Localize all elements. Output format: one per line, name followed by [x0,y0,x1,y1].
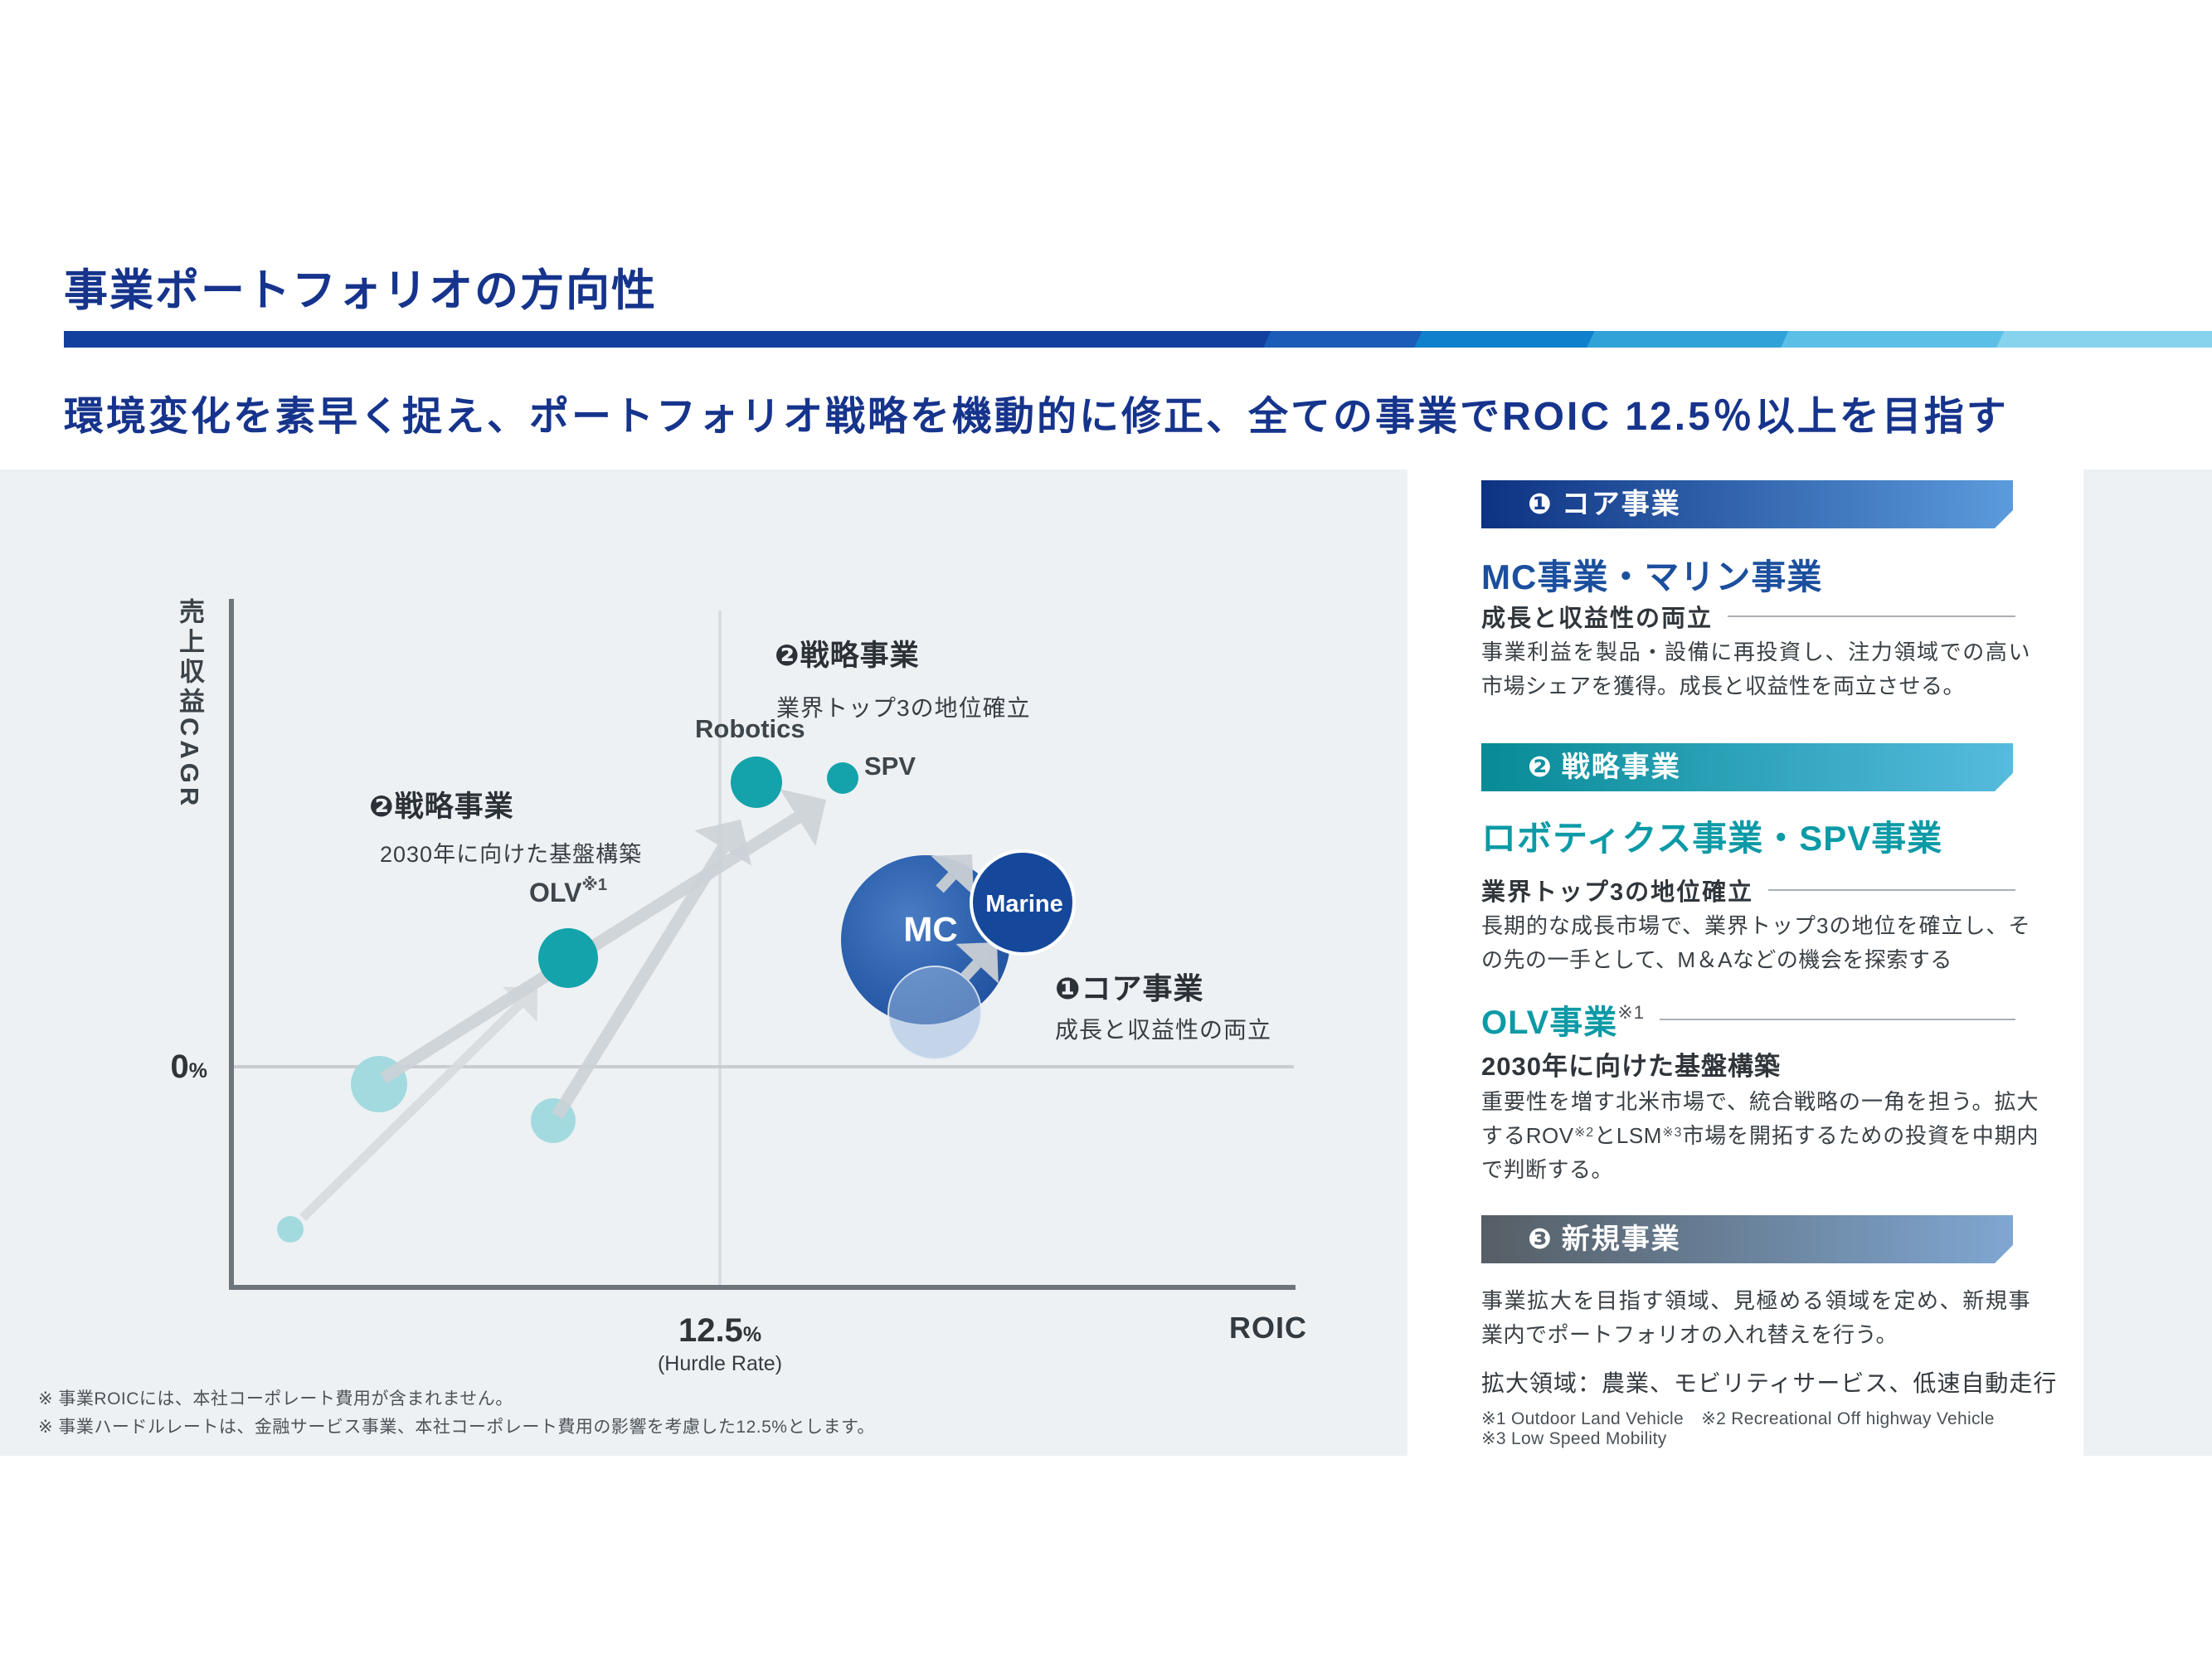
olv-body-part3: 市場を開拓するための投資を中期内で判断する。 [1481,1123,2039,1183]
new-business-section-banner: ❸ 新規事業 [1481,1215,2013,1263]
arrow-mc-to-marine-top-shaft [936,872,956,893]
core-heading: MC事業・マリン事業 [1481,557,1823,596]
olv-footnote-marker: ※1 [581,876,607,894]
arrow-to-olv-shaft [299,1000,523,1221]
arrow-mc-to-marine-top-head [931,854,974,896]
future-ghost-bubble [887,966,982,1060]
robotics-point-label: Robotics [695,714,805,743]
strategy-subheading: 業界トップ3の地位確立 [1481,879,1754,906]
lsm-footnote-marker: ※3 [1661,1126,1682,1141]
strategy-top-annotation-title: ❷戦略事業 [775,640,920,672]
zero-value: 0 [170,1048,189,1085]
spv-point-label: SPV [864,752,916,781]
y-axis-label: 売上収益CAGR [175,598,204,810]
right-edge-strip [2083,469,2212,1456]
olv-heading-text: OLV事業 [1481,1005,1618,1041]
new-business-banner-label: 新規事業 [1561,1224,1681,1255]
core-subheading: 成長と収益性の両立 [1481,606,1714,632]
olv-text: OLV [529,878,582,907]
arrow-ghost-to-marine-head [955,942,999,984]
hurdle-rate-value: 12.5% [637,1312,803,1350]
strategy-banner-label: 戦略事業 [1561,752,1681,783]
past-bubble-small [277,1216,304,1243]
olv-heading-sup: ※1 [1617,1002,1645,1023]
strategy-banner-number: ❷ [1528,752,1553,783]
strategy-left-annotation-title: ❷戦略事業 [369,791,514,823]
strategy-subheading-row: 業界トップ3の地位確立 [1481,873,2015,907]
rov-footnote-marker: ※2 [1573,1126,1594,1141]
olv-heading: OLV事業※1 [1481,995,1645,1044]
x-axis-label: ROIC [1229,1311,1307,1345]
marine-bubble-label: Marine [985,891,1062,917]
chart-footnote-2: ※ 事業ハードルレートは、金融サービス事業、本社コーポレート費用の影響を考慮した… [38,1418,875,1437]
hurdle-unit: % [742,1323,762,1346]
core-banner-number: ❶ [1528,489,1553,520]
marine-bubble [970,849,1076,956]
hurdle-rate-sublabel: (Hurdle Rate) [657,1352,783,1375]
olv-bubble [538,928,598,988]
core-section-banner: ❶ コア事業 [1481,480,2013,528]
strategy-heading: ロボティクス事業・SPV事業 [1481,819,1943,858]
arrow-to-robotics-shaft [552,844,729,1119]
olv-heading-row: OLV事業※1 [1481,995,2015,1044]
olv-heading-rule [1659,1019,2015,1020]
chart-background [0,469,1407,1456]
bubble-chart-svg: MC Marine [229,599,1296,1290]
panel-footnote-1: ※1 Outdoor Land Vehicle ※2 Recreational … [1481,1409,1995,1428]
strategy-body: 長期的な成長市場で、業界トップ3の地位を確立し、その先の一手として、M＆Aなどの… [1481,913,2030,973]
zero-axis-label: 0% [124,1048,207,1086]
arrow-to-robotics-head [694,820,752,866]
arrow-ghost-to-marine-shaft [960,960,981,981]
arrow-to-spv-head [780,789,826,846]
strategy-top-annotation-sub: 業界トップ3の地位確立 [776,695,1031,721]
panel-footnote-2: ※3 Low Speed Mobility [1481,1429,1667,1448]
olv-point-label: OLV※1 [529,874,607,908]
slide-message: 環境変化を素早く捉え、ポートフォリオ戦略を機動的に修正、全ての事業でROIC 1… [64,395,2009,439]
bubble-chart: MC Marine 売上収益CAGR ❷戦略事業 業界トップ3の地位確立 Robo… [0,469,1407,1456]
hurdle-number: 12.5 [678,1312,743,1349]
new-business-banner-number: ❸ [1528,1224,1553,1255]
new-business-body: 事業拡大を目指す領域、見極める領域を定め、新規事業内でポートフォリオの入れ替えを… [1481,1288,2030,1348]
spv-bubble [827,762,858,794]
core-subheading-row: 成長と収益性の両立 [1481,599,2015,634]
title-underline-bar [64,331,2212,348]
core-annotation-sub: 成長と収益性の両立 [1055,1017,1272,1043]
core-annotation-title: ❶コア事業 [1055,971,1204,1005]
olv-body: 重要性を増す北米市場で、統合戦略の一角を担う。拡大するROV※2とLSM※3市場… [1481,1085,2039,1187]
expansion-areas: 拡大領域：農業、モビリティサービス、低速自動走行 [1481,1370,2058,1396]
zero-unit: % [188,1059,207,1082]
core-body: 事業利益を製品・設備に再投資し、注力領域での高い市場シェアを獲得。成長と収益性を… [1481,640,2030,699]
core-banner-label: コア事業 [1561,489,1681,520]
strategy-left-annotation-sub: 2030年に向けた基盤構築 [380,842,643,867]
strategy-subheading-rule [1768,889,2015,891]
core-subheading-rule [1728,615,2015,617]
strategy-section-banner: ❷ 戦略事業 [1481,743,2013,791]
right-panel: ❶ コア事業 MC事業・マリン事業 成長と収益性の両立 事業利益を製品・設備に再投… [1479,469,2088,1456]
olv-body-part1: 重要性を増す北米市場で、統合戦略の一角を担う。拡大するROV [1481,1089,2039,1149]
chart-footnote-1: ※ 事業ROICには、本社コーポレート費用が含まれません。 [38,1389,513,1408]
olv-body-part2: とLSM [1593,1123,1662,1149]
page-title: 事業ポートフォリオの方向性 [64,266,657,315]
mc-bubble-label: MC [903,910,957,949]
robotics-bubble [731,757,782,808]
olv-subheading: 2030年に向けた基盤構築 [1481,1052,1781,1081]
